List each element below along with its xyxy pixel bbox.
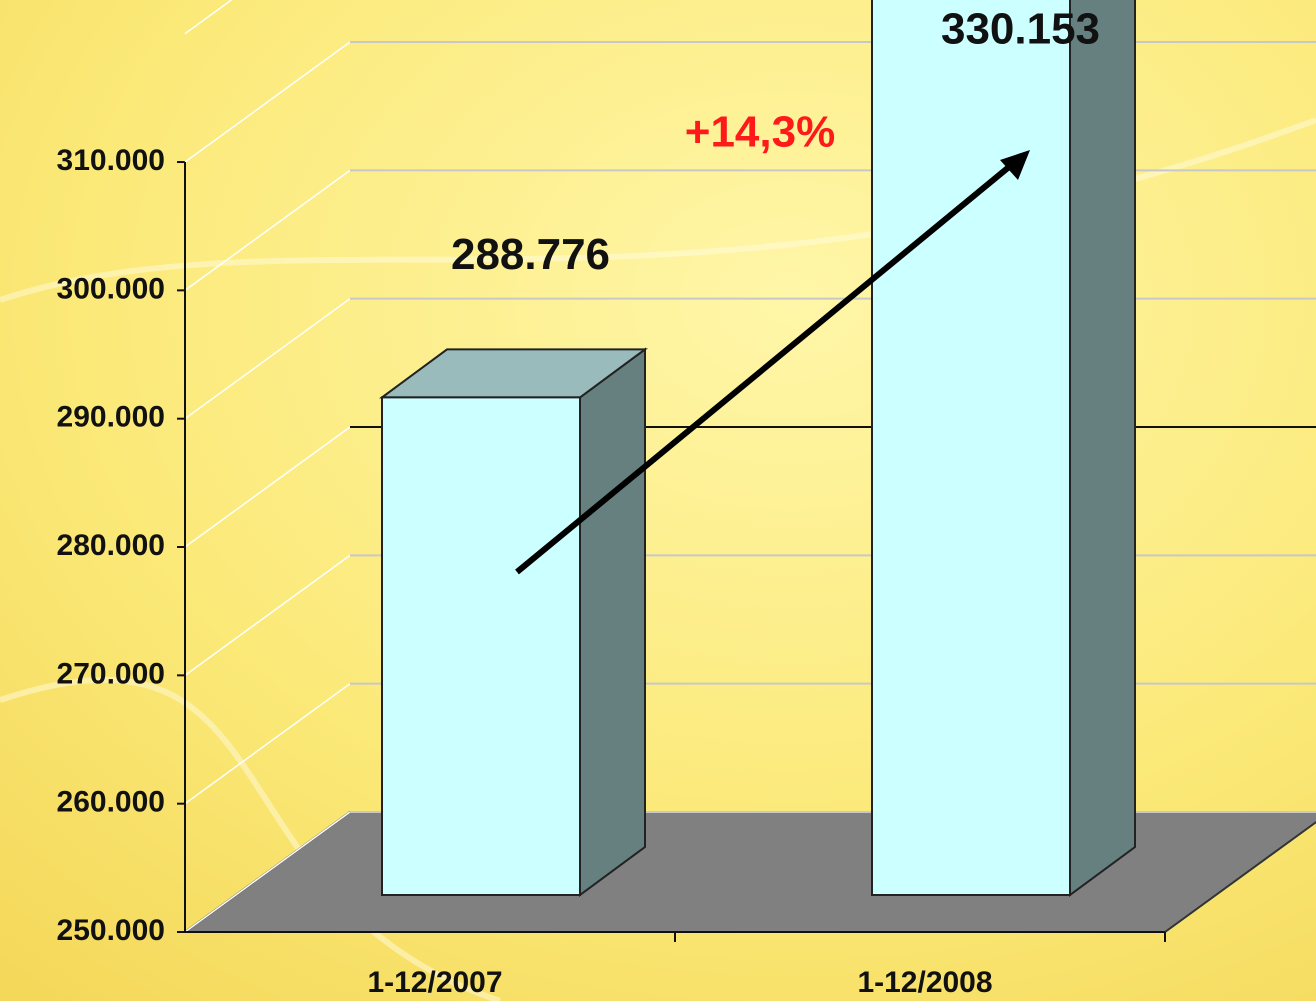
trend-arrow	[515, 159, 1017, 575]
annotation: +14,3%	[685, 108, 835, 157]
decor	[0, 676, 501, 1001]
y-tick-label: 260.000	[57, 786, 165, 819]
bar	[381, 396, 581, 896]
arrow-head	[1000, 150, 1030, 180]
y-tick-label: 250.000	[57, 914, 165, 947]
x-tick-label: 1-12/2007	[367, 966, 502, 999]
grid-line	[184, 683, 351, 805]
y-tick-label: 290.000	[57, 401, 165, 434]
y-tick-label: 300.000	[57, 272, 165, 305]
x-tick-label: 1-12/2008	[857, 966, 992, 999]
value-label: 330.153	[941, 5, 1100, 54]
grid-line	[184, 298, 351, 420]
y-tick-label: 280.000	[57, 529, 165, 562]
y-tick-label: 310.000	[57, 144, 165, 177]
grid-line	[184, 426, 351, 548]
grid-line	[184, 41, 351, 163]
floor	[181, 811, 1316, 933]
wall-edge	[184, 0, 233, 35]
bar	[871, 0, 1071, 897]
plot: 250.000 260.000 270.000 280.000 290.000 300.0…	[57, 0, 1316, 999]
bar-side	[1069, 0, 1136, 897]
grid-line	[184, 811, 351, 933]
grid-line	[184, 554, 351, 676]
bar-side	[579, 347, 646, 897]
y-tick-label: 270.000	[57, 657, 165, 690]
value-label: 288.776	[451, 230, 610, 279]
grid-line	[184, 169, 351, 291]
